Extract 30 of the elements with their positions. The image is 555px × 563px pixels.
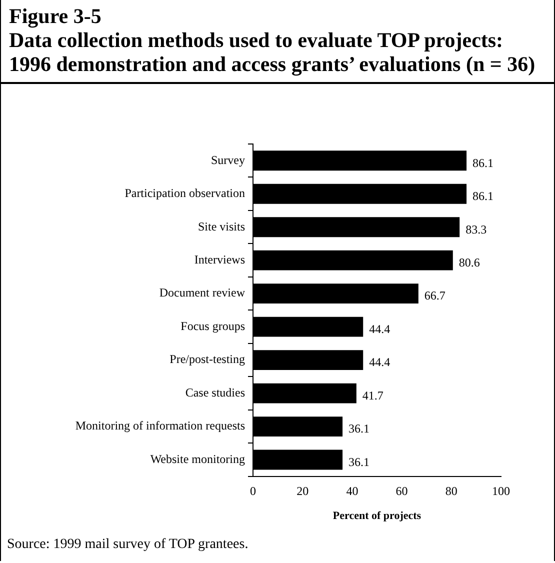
data-label: 86.1 [472,156,494,170]
source-note: Source: 1999 mail survey of TOP grantees. [7,537,248,553]
text: Figure 3-5 [9,4,102,28]
data-label: 36.1 [348,454,370,469]
y-tick-label: Case studies [185,385,246,400]
y-tick-label: Site visits [198,219,246,234]
y-tick-label: Participation observation [124,186,245,200]
data-label: 36.1 [348,422,370,436]
x-tick-label: 60 [396,484,408,498]
y-tick-label: Survey [211,152,245,167]
y-tick-label: Document review [159,286,246,300]
y-tick-label: Interviews [194,252,246,266]
x-axis-title: Percent of projects [332,510,422,522]
y-tick-label: Focus groups [180,318,246,333]
x-tick-label: 100 [492,484,510,498]
x-tick-label: 80 [445,484,458,498]
y-tick-label: Monitoring of information requests [75,418,246,433]
data-label: 86.1 [472,189,494,204]
chart-subtitle: Data collection methods used to evaluate TOP projects: 1996 demonstration and access grants’ evaluations (n = 36) [9,28,536,76]
x-tick-label: 0 [250,484,256,498]
x-tick-label: 20 [296,484,309,498]
y-tick-label: Pre/post-testing [170,352,245,366]
data-label: 44.4 [369,355,390,370]
data-label: 66.7 [424,288,446,303]
x-tick-label: 40 [346,484,358,498]
data-label: 83.3 [466,222,487,236]
y-tick-label: Website monitoring [150,452,245,466]
data-label: 41.7 [362,388,384,402]
data-label: 80.6 [458,255,480,270]
data-label: 44.4 [369,322,390,336]
